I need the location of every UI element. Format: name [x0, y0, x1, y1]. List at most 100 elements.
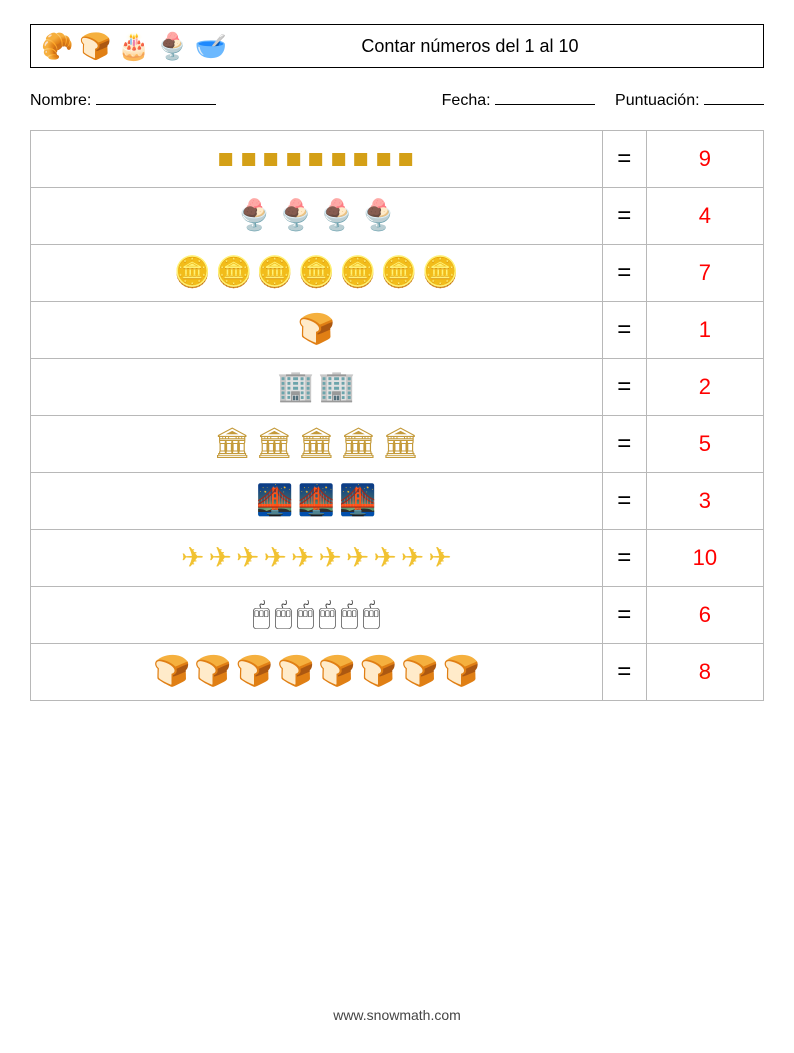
equals-cell: =: [602, 188, 646, 245]
header-icon-2: 🍞: [79, 31, 111, 62]
count-icon: 🖱: [362, 600, 380, 630]
table-row: 🪙🪙🪙🪙🪙🪙🪙=7: [31, 245, 764, 302]
count-icon: ✈: [181, 544, 204, 572]
score-blank[interactable]: [704, 90, 764, 105]
count-icon: 🌉: [256, 486, 293, 516]
equals-sign: =: [617, 373, 631, 400]
icons-cell: 🌉🌉🌉: [31, 473, 603, 530]
count-icon: 🪙: [298, 258, 335, 288]
count-icon: 🏛: [339, 429, 377, 459]
count-icon: 🏢: [277, 372, 314, 402]
equals-sign: =: [617, 658, 631, 685]
table-row: 🖱🖱🖱🖱🖱🖱 = 6: [31, 587, 764, 644]
count-icon: 🍨: [318, 201, 355, 231]
equals-sign: =: [617, 202, 631, 229]
count-icon: ✈: [291, 544, 314, 572]
count-icon: 🏛: [213, 429, 251, 459]
count-icon: ✈: [318, 544, 341, 572]
count-icon: 🏛: [255, 429, 293, 459]
equals-cell: =: [602, 644, 646, 701]
equals-cell: =: [602, 131, 646, 188]
answer-cell: 9: [646, 131, 763, 188]
equals-cell: =: [602, 587, 646, 644]
count-icon: 🍞: [277, 657, 314, 687]
count-icon: 🌉: [339, 486, 376, 516]
count-icon: 🪙: [174, 258, 211, 288]
icons-cell: 🍨🍨🍨🍨: [31, 188, 603, 245]
count-icon: 🪙: [256, 258, 293, 288]
score-label: Puntuación:: [615, 92, 700, 109]
icons-cell: 🏛🏛🏛🏛🏛: [31, 416, 603, 473]
equals-sign: =: [617, 430, 631, 457]
icons-cell: 🍞🍞🍞🍞🍞🍞🍞🍞: [31, 644, 603, 701]
table-row: 🍞=1: [31, 302, 764, 359]
count-icon: 🍞: [153, 657, 190, 687]
meta-line: Nombre: Fecha: Puntuación:: [30, 90, 764, 110]
answer-cell: 10: [646, 530, 763, 587]
equals-cell: =: [602, 416, 646, 473]
count-icon: ✈: [263, 544, 286, 572]
count-icon: ✈: [236, 544, 259, 572]
table-row: 🍨🍨🍨🍨 = 4: [31, 188, 764, 245]
icons-cell: 🖱🖱🖱🖱🖱🖱: [31, 587, 603, 644]
table-row: 🏛🏛🏛🏛🏛 = 5: [31, 416, 764, 473]
equals-sign: =: [617, 316, 631, 343]
equals-cell: =: [602, 302, 646, 359]
count-icon: 🍞: [298, 315, 335, 345]
count-icon: 🪙: [422, 258, 459, 288]
answer-cell: 4: [646, 188, 763, 245]
count-icon: 🍨: [360, 201, 397, 231]
date-blank[interactable]: [495, 90, 595, 105]
count-icon: 🪙: [339, 258, 376, 288]
count-icon: ✈: [428, 544, 451, 572]
count-icon: 🖱: [274, 600, 292, 630]
icons-cell: 🪙🪙🪙🪙🪙🪙🪙: [31, 245, 603, 302]
header-icon-3: 🎂: [118, 31, 150, 62]
answer-cell: 3: [646, 473, 763, 530]
answer-cell: 6: [646, 587, 763, 644]
name-blank[interactable]: [96, 90, 216, 105]
answer-cell: 7: [646, 245, 763, 302]
count-icon: 🪙: [215, 258, 252, 288]
count-icon: 🏛: [297, 429, 335, 459]
header-icon-4: 🍨: [156, 31, 188, 62]
icons-cell: 🏢🏢: [31, 359, 603, 416]
count-icon: 🍞: [194, 657, 231, 687]
count-icon: 🍞: [236, 657, 273, 687]
count-icon: ✈: [373, 544, 396, 572]
equals-sign: =: [617, 601, 631, 628]
answer-cell: 2: [646, 359, 763, 416]
table-row: ◆◆◆◆◆◆◆◆◆ = 9: [31, 131, 764, 188]
count-icon: 🖱: [340, 600, 358, 630]
table-row: 🍞🍞🍞🍞🍞🍞🍞🍞 = 8: [31, 644, 764, 701]
count-icon: 🏢: [318, 372, 355, 402]
count-icon: ✈: [209, 544, 232, 572]
worksheet-title: Contar números del 1 al 10: [227, 36, 753, 57]
count-icon: 🪙: [380, 258, 417, 288]
count-icon: ◆: [391, 144, 421, 174]
equals-cell: =: [602, 530, 646, 587]
answer-cell: 5: [646, 416, 763, 473]
count-icon: 🍨: [236, 201, 273, 231]
count-icon: 🍞: [401, 657, 438, 687]
count-icon: 🌉: [298, 486, 335, 516]
table-row: ✈✈✈✈✈✈✈✈✈✈=10: [31, 530, 764, 587]
count-icon: 🍞: [442, 657, 479, 687]
equals-sign: =: [617, 544, 631, 571]
header-icon-5: 🥣: [195, 31, 227, 62]
footer-url: www.snowmath.com: [0, 1007, 794, 1023]
header-icon-1: 🥐: [41, 31, 73, 62]
icons-cell: ◆◆◆◆◆◆◆◆◆: [31, 131, 603, 188]
equals-sign: =: [617, 145, 631, 172]
header-box: 🥐 🍞 🎂 🍨 🥣 Contar números del 1 al 10: [30, 24, 764, 68]
equals-sign: =: [617, 487, 631, 514]
equals-cell: =: [602, 245, 646, 302]
equals-cell: =: [602, 359, 646, 416]
counting-table: ◆◆◆◆◆◆◆◆◆=9🍨🍨🍨🍨=4🪙🪙🪙🪙🪙🪙🪙=7🍞=1🏢🏢=2🏛🏛🏛🏛🏛=5…: [30, 130, 764, 701]
answer-cell: 8: [646, 644, 763, 701]
name-label: Nombre:: [30, 92, 91, 109]
table-row: 🌉🌉🌉=3: [31, 473, 764, 530]
icons-cell: 🍞: [31, 302, 603, 359]
equals-cell: =: [602, 473, 646, 530]
count-icon: 🍞: [360, 657, 397, 687]
